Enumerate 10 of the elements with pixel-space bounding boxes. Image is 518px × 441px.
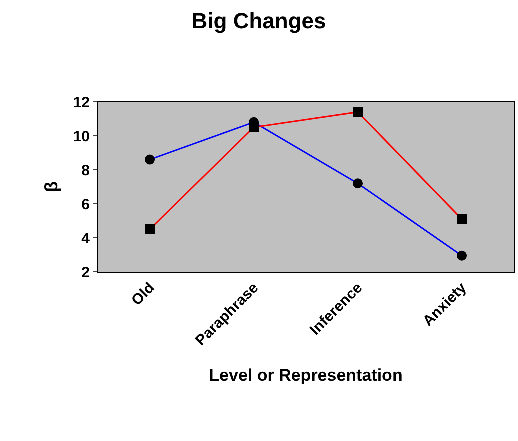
x-tick-label: Old [128, 280, 158, 310]
y-tick-label: 8 [82, 162, 90, 180]
x-axis-title: Level or Representation [209, 366, 403, 385]
chart-title: Big Changes [192, 8, 326, 34]
y-axis-title: β [42, 182, 62, 192]
y-tick-label: 2 [82, 264, 90, 282]
y-tick-label: 6 [82, 196, 90, 214]
y-tick-label: 4 [82, 230, 91, 248]
y-tick-label: 10 [73, 128, 90, 146]
y-tick-label: 12 [73, 94, 90, 112]
